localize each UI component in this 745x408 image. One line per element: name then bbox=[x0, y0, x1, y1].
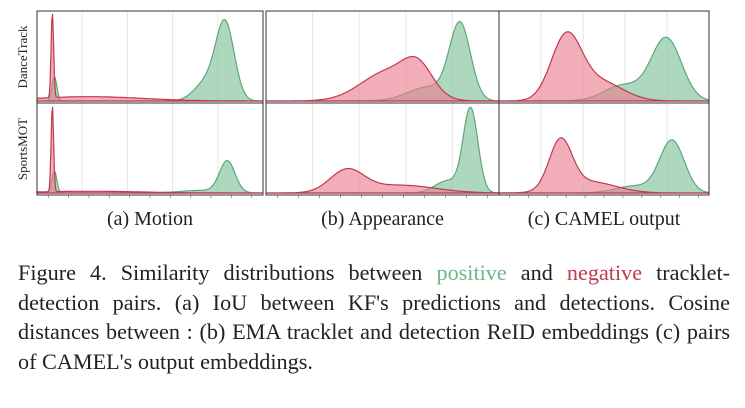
caption-text-b: and bbox=[520, 260, 553, 285]
similarity-figure: DanceTrack SportsMOT (a) Motion (b) Appeara… bbox=[15, 10, 710, 230]
panel-sportsmot-2 bbox=[265, 102, 500, 198]
figure-caption: Figure 4. Similarity distributions betwe… bbox=[18, 258, 730, 376]
caption-text-c: tracklet-detection pairs. (a) IoU betwee… bbox=[18, 260, 731, 374]
panel-frame bbox=[498, 102, 710, 196]
caption-negative: negative bbox=[566, 260, 643, 285]
panel-frame bbox=[36, 102, 264, 196]
caption-positive: positive bbox=[436, 260, 507, 285]
panel-dancetrack-2 bbox=[265, 10, 500, 106]
panel-title: (c) CAMEL output bbox=[528, 208, 681, 230]
panel-sportsmot-1 bbox=[36, 102, 264, 198]
caption-text-a: Similarity distributions between bbox=[120, 260, 423, 285]
row-label-dancetrack: DanceTrack bbox=[15, 25, 30, 89]
panel-title: (a) Motion bbox=[107, 208, 193, 230]
panel-dancetrack-3 bbox=[498, 10, 710, 106]
negative-density bbox=[36, 13, 263, 102]
negative-density bbox=[36, 106, 263, 194]
panel-sportsmot-3 bbox=[498, 102, 710, 198]
negative-density bbox=[266, 55, 499, 102]
negative-density bbox=[499, 137, 709, 194]
panel-title: (b) Appearance bbox=[321, 208, 444, 230]
caption-label: Figure 4. bbox=[18, 260, 107, 285]
row-label-sportsmot: SportsMOT bbox=[15, 118, 30, 180]
panel-dancetrack-1 bbox=[36, 10, 264, 106]
negative-density bbox=[266, 167, 500, 194]
negative-density bbox=[499, 31, 709, 102]
